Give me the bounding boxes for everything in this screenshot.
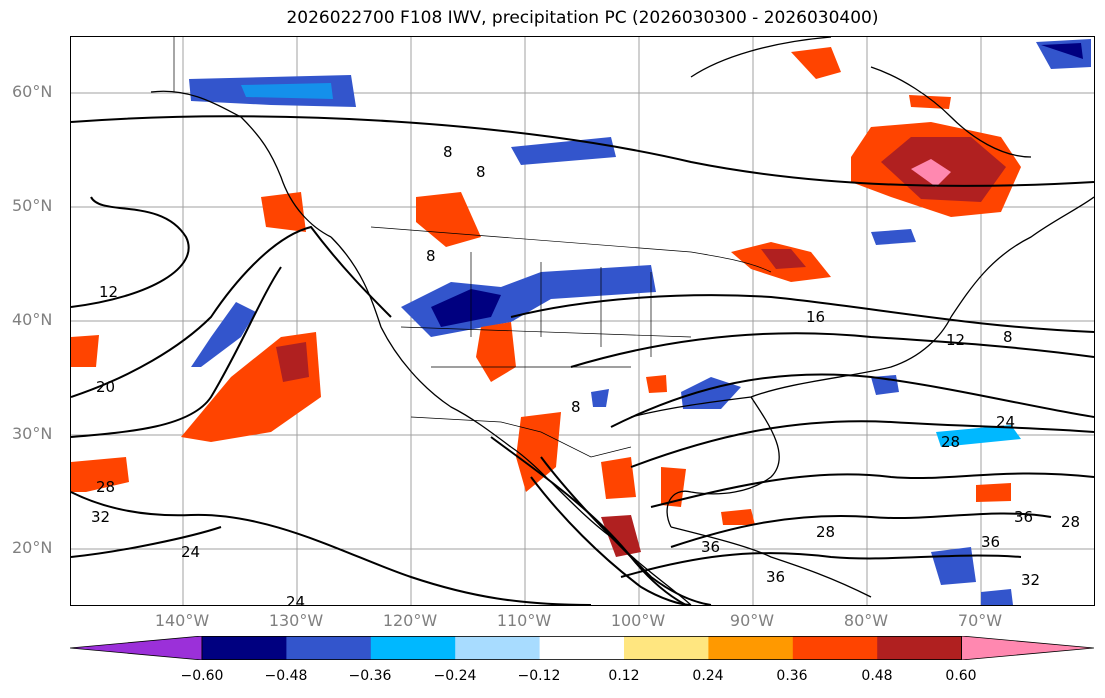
lat-label-30n: 30°N [12,424,53,443]
colorbar-segment [708,636,794,660]
contour-label: 12 [946,331,965,349]
contour-label: 20 [96,378,115,396]
patch-positive [791,47,841,79]
lat-label-60n: 60°N [12,82,53,101]
patch-positive [761,249,806,269]
lat-label-50n: 50°N [12,196,53,215]
patch-negative [191,302,256,367]
borders [173,37,772,458]
contour-label: 28 [1061,513,1080,531]
contour-label: 28 [941,433,960,451]
patch-positive [516,412,561,492]
patch-positive [276,342,309,382]
patch-negative [431,289,501,327]
patch-negative [681,377,741,409]
patch-negative [981,589,1013,605]
contour-label: 24 [996,413,1015,431]
contour-label: 16 [806,308,825,326]
patch-positive [601,457,636,499]
patch-positive [601,515,641,557]
colorbar-extension-high [961,636,1094,660]
colorbar-tick: 0.24 [692,668,724,684]
iwv-contours [71,115,1094,605]
contour-label: 8 [571,398,581,416]
patch-negative [401,265,656,337]
patch-positive [909,95,951,109]
colorbar-segment [792,636,878,660]
patch-positive [261,192,306,232]
lat-label-20n: 20°N [12,538,53,557]
contour-label: 32 [1021,571,1040,589]
patch-positive [661,467,686,507]
patch-negative [1036,39,1091,69]
colorbar-tick: −0.24 [433,668,477,684]
contour-label: 36 [701,538,720,556]
colorbar-segment [370,636,456,660]
colorbar-segment [286,636,372,660]
contour-labels: 8 8 8 8 8 12 12 16 20 24 24 24 28 28 28 … [91,143,1080,605]
patch-positive [721,509,755,525]
lon-label-140w: 140°W [154,611,210,630]
lon-label-130w: 130°W [268,611,324,630]
patch-positive [71,457,129,492]
lat-label-40n: 40°N [12,310,53,329]
colorbar-segments [70,636,1094,660]
contour-label: 28 [96,478,115,496]
contour-label: 12 [99,283,118,301]
patch-negative [591,389,609,407]
colorbar-outline [201,636,962,660]
patch-positive [911,159,951,187]
patch-positive [976,483,1011,502]
colorbar-segment [202,636,287,660]
colorbar-tick: −0.48 [264,668,308,684]
colorbar-segment [539,636,625,660]
lon-label-90w: 90°W [729,611,775,630]
lon-label-70w: 70°W [957,611,1003,630]
patch-negative [241,83,333,99]
coastlines [150,37,1094,605]
lon-label-110w: 110°W [496,611,552,630]
contour-label: 8 [1003,328,1013,346]
lon-label-100w: 100°W [610,611,666,630]
patch-positive [646,375,667,393]
patch-negative [511,137,616,165]
map-title: 2026022700 F108 IWV, precipitation PC (2… [286,8,879,28]
colorbar-tick: 0.60 [945,668,977,684]
colorbar-segment [877,636,963,660]
patch-negative [871,229,916,245]
colorbar-segment [624,636,709,660]
colorbar-tick: 0.36 [776,668,808,684]
contour-label: 36 [766,568,785,586]
contour-label: 8 [443,143,453,161]
colorbar [70,636,1094,660]
patch-positive [416,192,481,247]
patch-negative [1041,43,1083,59]
patch-negative [931,547,976,585]
colorbar-tick: 0.12 [608,668,640,684]
colorbar-tick: −0.36 [348,668,392,684]
lon-label-120w: 120°W [382,611,438,630]
contour-label: 24 [181,543,200,561]
patch-positive [71,335,99,367]
graticule [71,37,1094,605]
precipitation-patches [71,39,1091,605]
colorbar-extension-low [70,636,203,660]
contour-label: 36 [981,533,1000,551]
lon-label-80w: 80°W [843,611,889,630]
colorbar-tick: 0.48 [861,668,893,684]
contour-label: 24 [286,593,305,605]
contour-label: 36 [1014,508,1033,526]
map-canvas: 8 8 8 8 8 12 12 16 20 24 24 24 28 28 28 … [71,37,1094,605]
colorbar-tick: −0.60 [180,668,224,684]
contour-label: 32 [91,508,110,526]
contour-label: 28 [816,523,835,541]
contour-label: 8 [426,247,436,265]
map-panel: 8 8 8 8 8 12 12 16 20 24 24 24 28 28 28 … [70,36,1095,606]
patch-negative [936,425,1021,447]
colorbar-segment [455,636,541,660]
colorbar-tick: −0.12 [517,668,561,684]
contour-label: 8 [476,163,486,181]
